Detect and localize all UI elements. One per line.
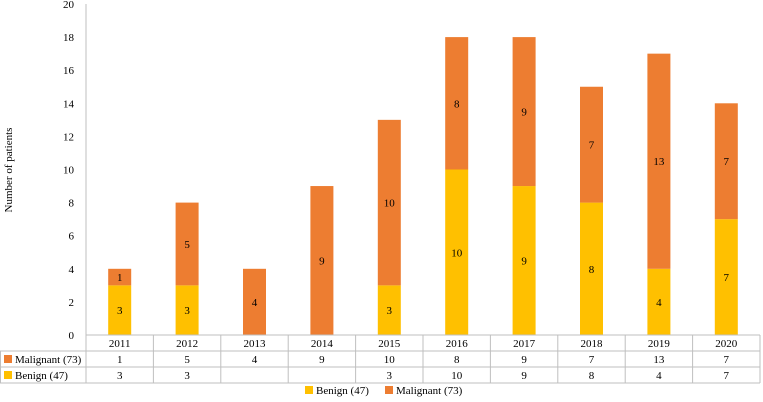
table-cell: 5 [184,354,190,366]
data-label: 3 [117,305,123,317]
y-axis-label: Number of patients [3,128,15,213]
y-tick-label: 2 [69,297,75,309]
y-tick-label: 4 [69,264,75,276]
table-cell: 7 [724,354,730,366]
table-cell: 3 [117,370,123,382]
data-label: 3 [387,305,393,317]
bar-segment-malignant [714,103,738,220]
table-cell: 9 [319,354,325,366]
table-cell: 4 [252,354,258,366]
x-tick-label: 2017 [513,338,536,350]
table-legend-key [4,371,12,379]
data-label: 7 [589,140,595,152]
bar-segment-malignant [108,268,132,286]
bar-segment-benign [512,186,536,335]
y-tick-label: 14 [63,98,75,110]
table-cell: 10 [384,354,396,366]
table-row-label: Malignant (73) [15,354,82,366]
table-cell: 10 [451,370,463,382]
table-cell: 7 [724,370,730,382]
table-cell: 1 [117,354,123,366]
bar-segment-benign [580,202,603,335]
data-label: 3 [184,305,190,317]
x-tick-label: 2012 [176,338,198,350]
bar-segment-malignant [445,37,469,170]
bar-segment-malignant [310,186,334,335]
table-cell: 7 [589,354,595,366]
bar-segment-benign [108,285,132,335]
table-legend-key [4,355,12,363]
table-cell: 8 [589,370,595,382]
table-cell: 13 [653,354,665,366]
bar-segment-benign [647,268,671,335]
bar-segment-benign [445,169,469,335]
legend-label: Malignant (73) [396,385,463,397]
x-tick-label: 2013 [244,338,267,350]
data-label: 10 [451,247,463,259]
bar-segment-benign [377,285,401,335]
data-label: 5 [184,239,190,251]
bar-segment-malignant [175,202,199,286]
legend-label: Benign (47) [316,385,369,397]
y-tick-label: 8 [69,198,75,210]
y-tick-label: 20 [63,0,75,11]
data-label: 7 [724,272,730,284]
data-label: 4 [252,297,258,309]
data-label: 7 [724,156,730,168]
table-cell: 9 [521,354,527,366]
bar-segment-benign [714,219,738,335]
legend-key [385,386,393,394]
y-tick-label: 16 [63,65,75,77]
data-label: 10 [384,198,396,210]
y-tick-label: 6 [69,231,75,243]
table-row-label: Benign (47) [15,370,68,382]
table-cell: 8 [454,354,460,366]
bar-segment-malignant [243,268,266,335]
data-label: 8 [589,264,595,276]
x-tick-label: 2016 [446,338,469,350]
data-label: 13 [653,156,665,168]
data-label: 9 [521,256,527,268]
bar-segment-malignant [647,53,671,269]
bar-segment-malignant [512,37,536,187]
y-tick-label: 12 [63,131,74,143]
table-cell: 3 [387,370,393,382]
data-label: 4 [656,297,662,309]
y-tick-label: 0 [69,330,75,342]
table-cell: 9 [521,370,527,382]
x-tick-label: 2011 [109,338,131,350]
x-tick-label: 2018 [581,338,604,350]
x-tick-label: 2019 [648,338,671,350]
table-cell: 4 [656,370,662,382]
data-label: 8 [454,98,460,110]
data-label: 9 [319,256,325,268]
x-tick-label: 2014 [311,338,334,350]
x-tick-label: 2015 [378,338,401,350]
table-cell: 3 [184,370,190,382]
legend: Benign (47) Malignant (73) [305,385,463,397]
data-label: 9 [521,107,527,119]
x-tick-label: 2020 [715,338,738,350]
legend-key [305,386,313,394]
bar-segment-malignant [377,119,401,286]
data-table: 2011 2012 2013 2014 2015 2016 2017 2018 2019 2020… [0,334,761,384]
bar-segment-malignant [580,86,603,203]
data-label: 1 [117,272,123,284]
y-tick-label: 18 [63,32,75,44]
y-tick-label: 10 [63,165,75,177]
bar-segment-benign [175,285,199,335]
